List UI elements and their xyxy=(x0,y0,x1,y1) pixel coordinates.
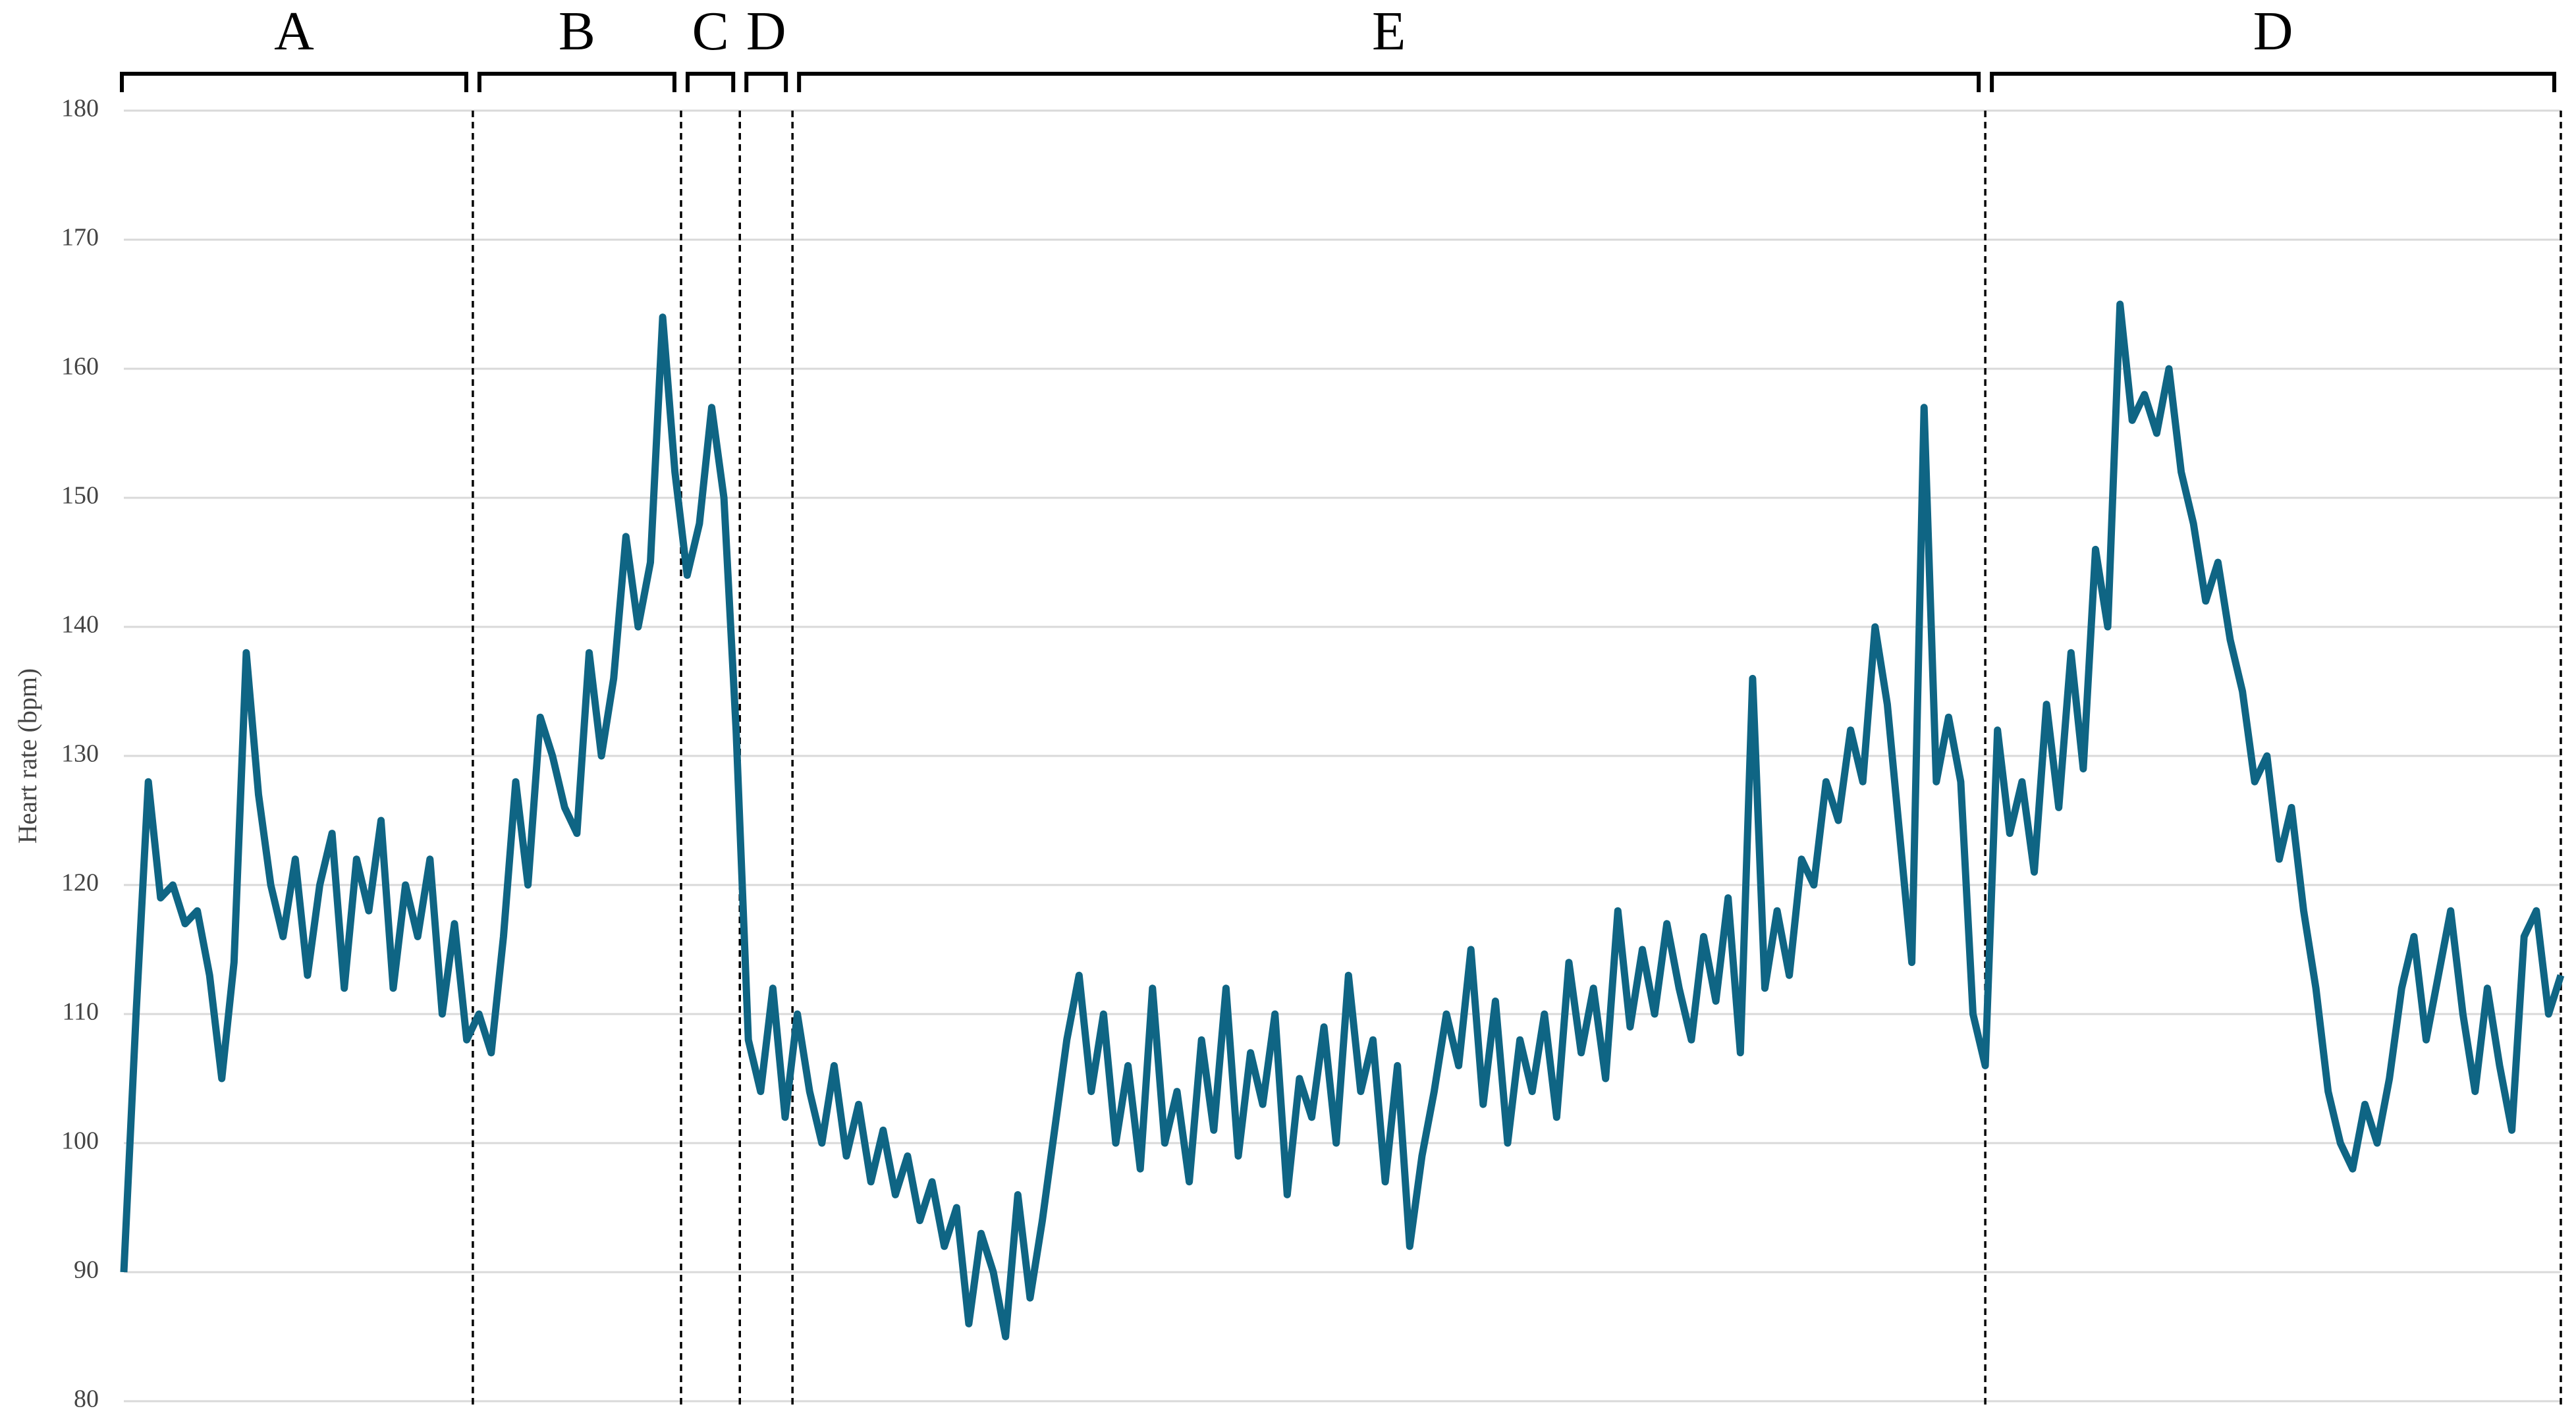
phase-bracket xyxy=(1990,72,2556,92)
y-tick-label: 100 xyxy=(61,1127,99,1155)
y-tick-label: 90 xyxy=(74,1256,99,1284)
heart-rate-line xyxy=(120,300,2565,1341)
y-tick-label: 150 xyxy=(61,482,99,510)
y-tick-label: 160 xyxy=(61,353,99,381)
y-tick-label: 110 xyxy=(62,998,99,1026)
y-axis-label: Heart rate (bpm) xyxy=(13,668,42,844)
y-tick-label: 130 xyxy=(61,740,99,768)
phase-label: A xyxy=(274,1,314,62)
phase-label: D xyxy=(2253,1,2293,62)
y-tick-label: 170 xyxy=(61,224,99,252)
phase-bracket xyxy=(120,72,468,92)
phase-label: C xyxy=(692,1,729,62)
phase-label: D xyxy=(746,1,786,62)
phase-bracket xyxy=(477,72,676,92)
phase-bracket xyxy=(685,72,736,92)
y-tick-label: 120 xyxy=(61,869,99,897)
phase-label: B xyxy=(559,1,595,62)
y-tick-label: 140 xyxy=(61,611,99,639)
phase-bracket xyxy=(744,72,788,92)
phase-bracket xyxy=(797,72,1981,92)
y-tick-label: 180 xyxy=(61,95,99,122)
phase-label: E xyxy=(1372,1,1406,62)
y-tick-label: 80 xyxy=(74,1385,99,1413)
